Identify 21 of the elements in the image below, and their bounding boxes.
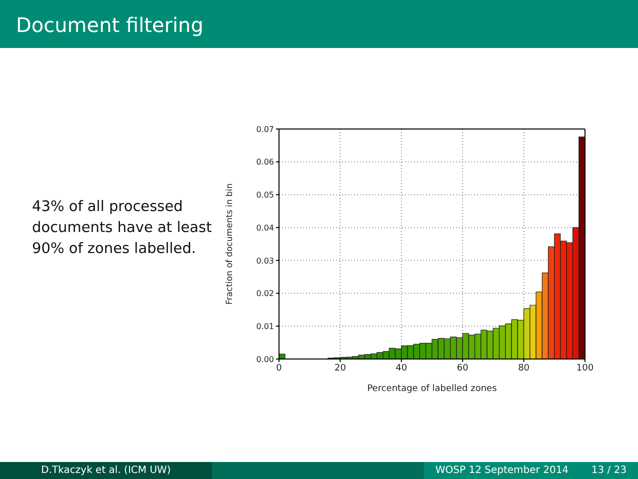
y-axis-title: Fraction of documents in bin <box>225 183 236 305</box>
x-tick-label: 60 <box>456 363 469 374</box>
y-tick-label: 0.01 <box>256 322 274 331</box>
text: 13 / 23 <box>591 464 627 478</box>
y-tick-label: 0.04 <box>256 223 274 232</box>
y-tick-label: 0.05 <box>256 190 274 200</box>
x-tick-label: 40 <box>396 363 408 374</box>
text: Document filtering <box>16 13 204 37</box>
y-tick-label: 0.07 <box>256 124 274 134</box>
x-tick-label: 20 <box>334 363 346 374</box>
text: D.Tkaczyk et al. (ICM UW) <box>0 462 212 479</box>
y-tick-label: 0.02 <box>256 289 274 298</box>
y-tick-label: 0.00 <box>256 354 274 364</box>
x-tick-label: 80 <box>518 363 530 374</box>
x-axis-title: Percentage of labelled zones <box>367 384 498 394</box>
x-tick-label: 100 <box>576 363 594 374</box>
text: WOSP 12 September 2014 <box>435 464 569 478</box>
x-tick-label: 0 <box>276 363 282 374</box>
y-tick-label: 0.03 <box>256 256 274 266</box>
text: 43% of all processed documents have at least 90% of zones labelled. <box>32 198 213 259</box>
y-tick-label: 0.06 <box>256 158 274 167</box>
